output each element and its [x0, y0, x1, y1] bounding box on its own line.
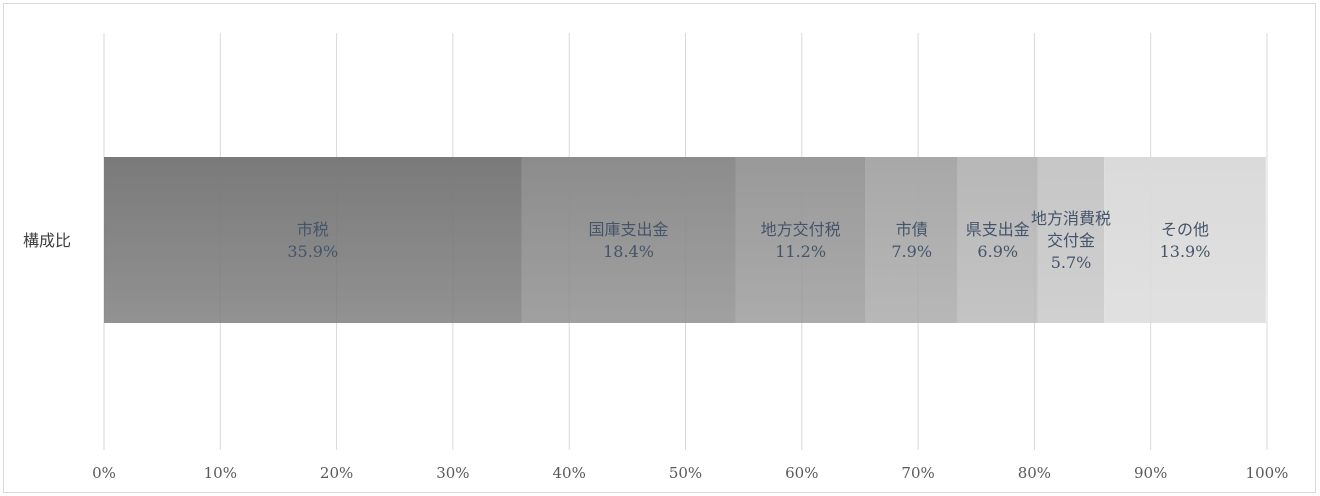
bar-segment: [1104, 157, 1266, 323]
data-label-line: 交付金: [1047, 231, 1095, 250]
category-label: 構成比: [23, 231, 71, 250]
data-label: 地方交付税 11.2%: [761, 220, 841, 261]
data-label-line: 18.4%: [603, 242, 654, 261]
data-label-line: その他: [1161, 220, 1209, 239]
bar-segment: [865, 157, 958, 323]
x-tick-label: 60%: [785, 464, 818, 482]
data-label-line: 5.7%: [1051, 253, 1092, 272]
x-tick-label: 80%: [1018, 464, 1051, 482]
data-label-line: 県支出金: [966, 220, 1030, 239]
x-tick-label: 100%: [1246, 464, 1289, 482]
x-tick-label: 50%: [669, 464, 702, 482]
data-label-line: 市債: [896, 220, 928, 239]
bar-segment: [957, 157, 1038, 323]
bar-segment: [1037, 157, 1105, 323]
data-label-line: 6.9%: [977, 242, 1018, 261]
data-label-line: 13.9%: [1160, 242, 1211, 261]
bar-segment: [521, 157, 736, 323]
data-label: 地方消費税交付金 5.7%: [1031, 209, 1111, 272]
x-tick-label: 10%: [204, 464, 237, 482]
bar-segment: [104, 157, 522, 323]
data-label: その他 13.9%: [1160, 220, 1211, 261]
data-label-line: 地方消費税: [1031, 209, 1111, 228]
data-label: 市税 35.9%: [287, 220, 338, 261]
data-label-line: 7.9%: [891, 242, 932, 261]
data-label-line: 地方交付税: [761, 220, 841, 239]
data-label-line: 国庫支出金: [589, 220, 669, 239]
x-tick-label: 40%: [553, 464, 586, 482]
x-tick-label: 20%: [320, 464, 353, 482]
x-tick-label: 70%: [901, 464, 934, 482]
bar-segment: [735, 157, 866, 323]
x-tick-label: 30%: [436, 464, 469, 482]
data-label-line: 11.2%: [775, 242, 826, 261]
data-label: 国庫支出金 18.4%: [589, 220, 669, 261]
x-tick-label: 90%: [1134, 464, 1167, 482]
x-tick-label: 0%: [92, 464, 116, 482]
data-label-line: 35.9%: [287, 242, 338, 261]
data-label-line: 市税: [297, 220, 329, 239]
data-label: 市債 7.9%: [891, 220, 932, 261]
data-label: 県支出金 6.9%: [966, 220, 1030, 261]
